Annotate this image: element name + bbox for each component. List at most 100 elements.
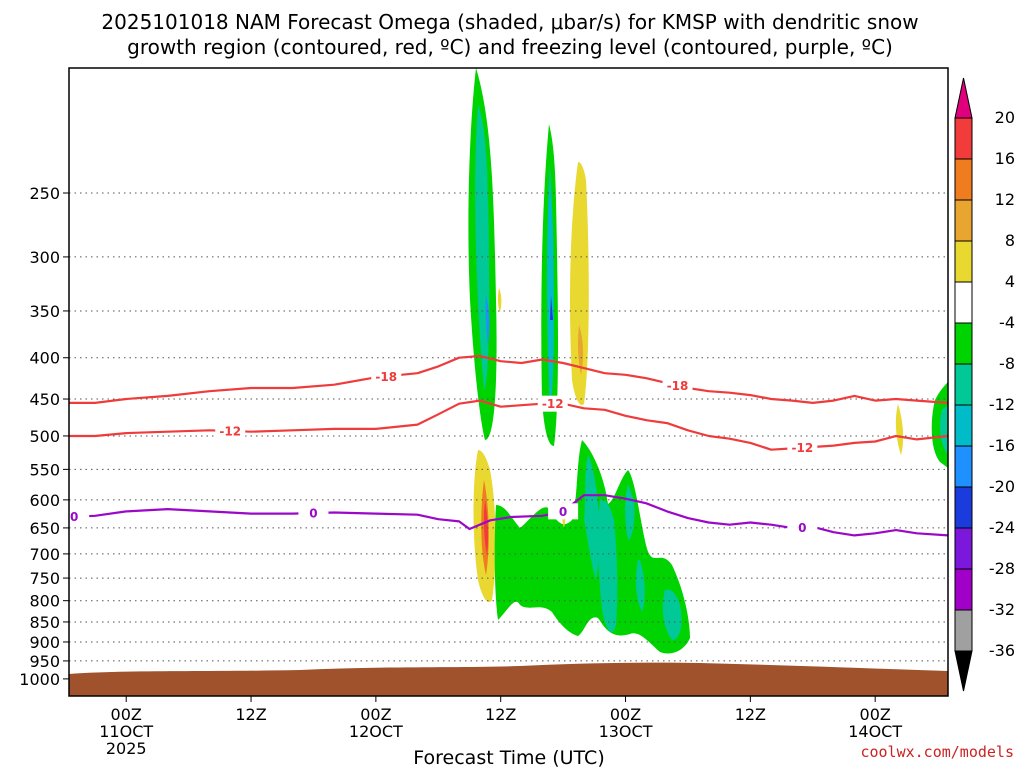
contour-label: 0 [309, 507, 317, 521]
x-tick-label1: 00Z [111, 705, 142, 724]
omega-field-upper-yellow [570, 162, 589, 405]
contour-label-bg [548, 503, 579, 520]
colorbar-swatch [954, 568, 973, 611]
contour-label-bg [787, 519, 818, 536]
y-tick-label: 450 [29, 390, 60, 409]
colorbar-swatch [954, 445, 973, 488]
y-tick-label: 1000 [19, 670, 60, 689]
colorbar-swatch [954, 281, 973, 324]
omega-field-lower-teal-1 [584, 455, 600, 580]
plot-frame [68, 67, 949, 697]
omega-field-lower-red [483, 500, 489, 555]
omega-field-band2-teal [547, 165, 554, 410]
colorbar-swatch [954, 609, 973, 652]
contour-label-bg [215, 423, 246, 440]
y-tick-label: 500 [29, 427, 60, 446]
y-tick-label: 350 [29, 302, 60, 321]
x-tick-label1: 12Z [235, 705, 266, 724]
contour-label: -18 [375, 370, 397, 384]
contour-label-bg [537, 395, 568, 412]
omega-field-small-yellow-1 [497, 288, 502, 312]
x-tick-label3: 2025 [106, 739, 147, 758]
colorbar-label: -28 [989, 559, 1015, 578]
colorbar-label: -4 [999, 313, 1015, 332]
omega-field-right-teal [940, 405, 948, 455]
colorbar-label: -16 [989, 436, 1015, 455]
colorbar-label: -12 [989, 395, 1015, 414]
colorbar-swatch [954, 363, 973, 406]
y-tick-label: 250 [29, 184, 60, 203]
colorbar-label: -36 [989, 641, 1015, 660]
pressure-axis: 2503003504004505005506006507007508008509… [19, 184, 69, 689]
colorbar-label: 12 [995, 190, 1015, 209]
contour-label: 0 [70, 510, 78, 524]
x-tick-label2: 14OCT [848, 722, 902, 741]
y-tick-label: 600 [29, 491, 60, 510]
y-tick-label: 400 [29, 349, 60, 368]
contour-line--18 [69, 354, 949, 404]
ground-surface [69, 662, 948, 696]
omega-field-lower-teal-4 [635, 560, 645, 612]
omega-field-band2-blue [550, 295, 553, 320]
contour-line-0 [68, 494, 949, 537]
chart-title-line-2: growth region (contoured, red, ºC) and f… [127, 35, 893, 59]
x-tick-label2: 11OCT [99, 722, 153, 741]
omega-field-upper-teal [475, 105, 490, 390]
omega-field-upper-orange [577, 325, 584, 375]
colorbar-swatch [954, 117, 973, 160]
x-axis-label: Forecast Time (UTC) [413, 747, 604, 768]
colorbar-label: 4 [1005, 272, 1015, 291]
contour-label: -18 [667, 379, 689, 393]
x-tick-label2: 12OCT [349, 722, 403, 741]
y-tick-label: 700 [29, 545, 60, 564]
colorbar-swatch [954, 527, 973, 570]
contour-label: -12 [792, 441, 814, 455]
omega-field-lower-teal-2 [597, 499, 618, 633]
omega-shading [468, 68, 948, 654]
contour-label-bg [787, 439, 818, 456]
colorbar-top-triangle [954, 77, 973, 119]
omega-field-upper-blue [485, 295, 490, 345]
omega-colorbar: 20 16 12 8 4 -4 -8 -12 -16 -20 -24 -28 -32 -36 [954, 77, 1015, 692]
contour-label-bg [59, 508, 90, 525]
colorbar-label: 8 [1005, 231, 1015, 250]
x-tick-label2: 13OCT [599, 722, 653, 741]
x-tick-label1: 00Z [610, 705, 641, 724]
chart-title-line-1: 2025101018 NAM Forecast Omega (shaded, μ… [101, 10, 918, 34]
colorbar-label: -24 [989, 518, 1015, 537]
temperature-contours: -18 -18 -12 -12 -12 0 0 0 0 [59, 354, 949, 537]
x-tick-label1: 00Z [860, 705, 891, 724]
y-tick-label: 750 [29, 569, 60, 588]
contour-label-bg [662, 377, 693, 394]
colorbar-swatch [954, 158, 973, 201]
contour-label: -12 [219, 425, 241, 439]
omega-field-lower-teal-5 [662, 589, 682, 640]
x-tick-label1: 12Z [735, 705, 766, 724]
contour-line--12 [69, 399, 949, 451]
colorbar-label: -32 [989, 600, 1015, 619]
omega-field-small-yellow-2 [895, 404, 904, 455]
colorbar-label: 20 [995, 108, 1015, 127]
colorbar-swatch [954, 486, 973, 529]
y-tick-label: 900 [29, 633, 60, 652]
x-tick-label1: 12Z [485, 705, 516, 724]
y-tick-label: 850 [29, 613, 60, 632]
colorbar-swatch [954, 240, 973, 283]
y-tick-label: 950 [29, 652, 60, 671]
colorbar-swatch [954, 404, 973, 447]
y-tick-label: 800 [29, 592, 60, 611]
contour-label: -12 [542, 397, 564, 411]
colorbar-label: -20 [989, 477, 1015, 496]
contour-label: 0 [798, 521, 806, 535]
x-tick-label1: 00Z [360, 705, 391, 724]
colorbar-label: -8 [999, 354, 1015, 373]
y-tick-label: 650 [29, 519, 60, 538]
colorbar-label: 16 [995, 149, 1015, 168]
colorbar-bottom-triangle [954, 650, 973, 692]
contour-label-bg [298, 505, 329, 522]
colorbar-swatch [954, 322, 973, 365]
y-tick-label: 550 [29, 460, 60, 479]
site-credit: coolwx.com/models [860, 743, 1014, 761]
